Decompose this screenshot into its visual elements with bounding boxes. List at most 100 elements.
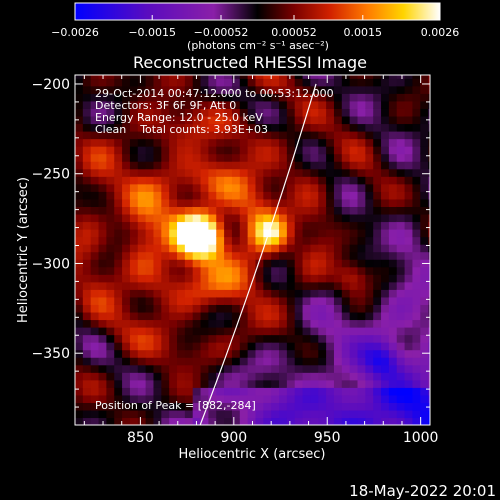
heatmap-cell	[428, 244, 430, 253]
heatmap-cell	[137, 206, 147, 215]
heatmap-cell	[271, 161, 280, 170]
heatmap-cell	[161, 402, 170, 411]
heatmap-cell	[208, 372, 217, 381]
heatmap-cell	[349, 379, 359, 388]
heatmap-cell	[169, 304, 178, 313]
heatmap-cell	[224, 289, 233, 298]
heatmap-cell	[114, 417, 123, 425]
heatmap-cell	[357, 372, 366, 381]
heatmap-cell	[365, 108, 374, 117]
heatmap-cell	[137, 274, 147, 283]
heatmap-cell	[357, 168, 366, 177]
heatmap-cell	[216, 131, 225, 140]
colorbar-tick-label: 0.0026	[421, 26, 460, 39]
heatmap-cell	[294, 78, 304, 87]
heatmap-cell	[341, 183, 351, 192]
heatmap-cell	[318, 206, 327, 215]
heatmap-cell	[420, 251, 429, 260]
heatmap-cell	[428, 357, 430, 366]
heatmap-cell	[200, 123, 210, 132]
heatmap-cell	[106, 138, 115, 147]
heatmap-cell	[200, 153, 210, 162]
heatmap-cell	[177, 327, 186, 336]
colorbar-tick-label: 0.0015	[344, 26, 383, 39]
heatmap-cell	[231, 402, 241, 411]
heatmap-cell	[318, 75, 327, 79]
heatmap-cell	[239, 176, 249, 185]
heatmap-cell	[318, 183, 327, 192]
heatmap-cell	[114, 319, 123, 328]
heatmap-cell	[137, 138, 147, 147]
heatmap-cell	[302, 349, 312, 358]
heatmap-cell	[279, 85, 288, 94]
heatmap-cell	[208, 123, 217, 132]
heatmap-cell	[177, 236, 186, 245]
heatmap-cell	[75, 115, 84, 125]
heatmap-cell	[239, 394, 249, 403]
heatmap-cell	[122, 236, 131, 245]
annotation-energy: Energy Range: 12.0 - 25.0 keV	[95, 111, 263, 124]
heatmap-cell	[341, 357, 351, 366]
heatmap-cell	[106, 311, 115, 321]
heatmap-cell	[349, 138, 359, 147]
heatmap-cell	[114, 153, 123, 162]
heatmap-cell	[388, 379, 398, 388]
heatmap-cell	[318, 349, 327, 358]
heatmap-cell	[239, 78, 249, 87]
heatmap-cell	[349, 259, 359, 268]
heatmap-cell	[428, 191, 430, 200]
heatmap-cell	[428, 334, 430, 343]
heatmap-cell	[396, 85, 406, 94]
heatmap-cell	[224, 206, 233, 215]
heatmap-cell	[161, 274, 170, 283]
heatmap-cell	[294, 221, 304, 230]
heatmap-cell	[192, 311, 202, 321]
heatmap-cell	[412, 183, 421, 192]
heatmap-cell	[239, 229, 249, 238]
heatmap-cell	[412, 93, 421, 102]
heatmap-cell	[365, 251, 374, 260]
heatmap-cell	[341, 251, 351, 260]
heatmap-cell	[412, 364, 421, 373]
heatmap-cell	[75, 161, 84, 170]
heatmap-cell	[106, 274, 115, 283]
heatmap-cell	[357, 296, 366, 305]
heatmap-cell	[169, 229, 178, 238]
heatmap-cell	[428, 176, 430, 185]
heatmap-cell	[82, 221, 92, 230]
heatmap-cell	[279, 161, 288, 170]
heatmap-cell	[286, 274, 296, 283]
heatmap-cell	[231, 266, 241, 275]
heatmap-cell	[82, 409, 92, 419]
heatmap-cell	[161, 379, 170, 388]
heatmap-cell	[161, 168, 170, 177]
heatmap-cell	[224, 259, 233, 268]
heatmap-cell	[231, 372, 241, 381]
heatmap-cell	[184, 334, 194, 343]
heatmap-cell	[302, 244, 312, 253]
heatmap-cell	[357, 191, 366, 200]
heatmap-cell	[153, 349, 162, 358]
heatmap-cell	[161, 131, 170, 140]
heatmap-cell	[349, 115, 359, 125]
heatmap-cell	[153, 334, 162, 343]
heatmap-cell	[231, 206, 241, 215]
heatmap-cell	[122, 387, 131, 396]
heatmap-cell	[161, 311, 170, 321]
heatmap-cell	[75, 123, 84, 132]
heatmap-cell	[396, 311, 406, 321]
heatmap-cell	[365, 78, 374, 87]
heatmap-cell	[428, 78, 430, 87]
heatmap-cell	[239, 372, 249, 381]
heatmap-cell	[318, 131, 327, 140]
heatmap-cell	[129, 108, 139, 117]
heatmap-cell	[129, 259, 139, 268]
heatmap-cell	[239, 213, 249, 223]
heatmap-cell	[263, 138, 272, 147]
heatmap-cell	[333, 394, 343, 403]
heatmap-cell	[286, 108, 296, 117]
heatmap-cell	[326, 221, 335, 230]
heatmap-cell	[318, 387, 327, 396]
heatmap-cell	[75, 183, 84, 192]
heatmap-cell	[82, 78, 92, 87]
